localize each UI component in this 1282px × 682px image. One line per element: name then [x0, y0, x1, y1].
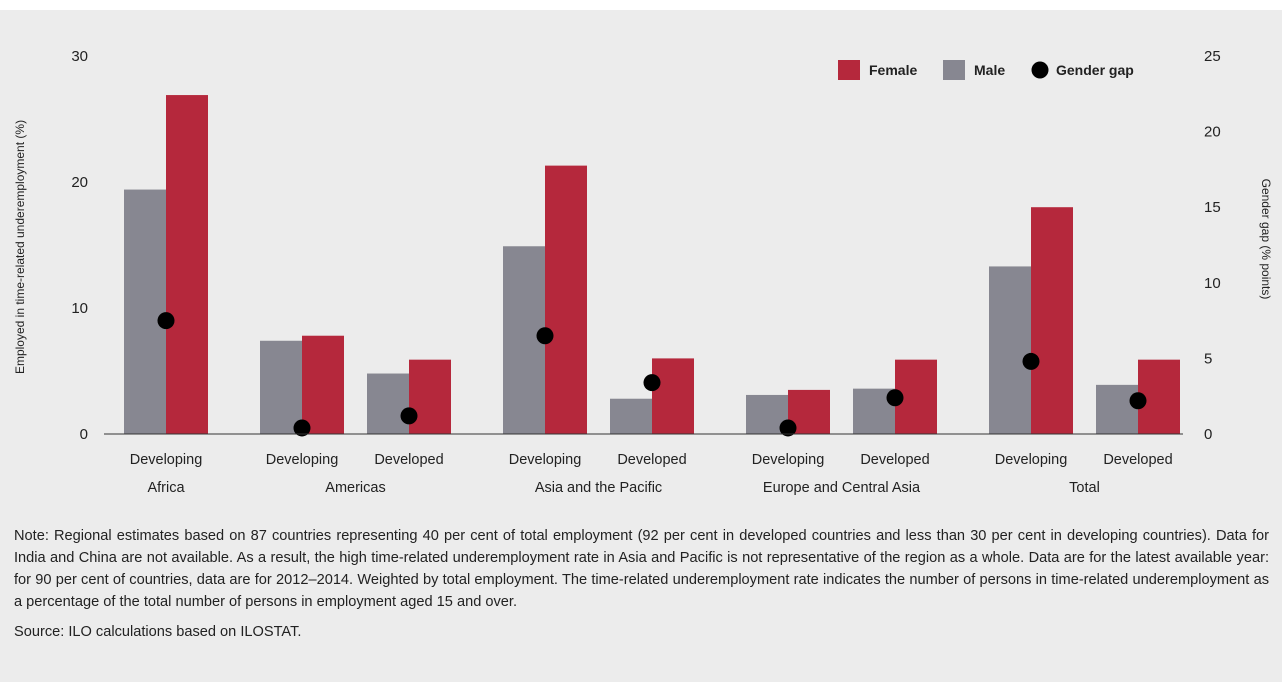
right-tick-label: 0 — [1204, 426, 1212, 443]
gender-gap-dot — [1129, 392, 1147, 410]
right-tick-label: 10 — [1204, 275, 1221, 292]
bar-female — [1031, 207, 1073, 434]
right-tick-label: 20 — [1204, 124, 1221, 141]
right-axis-title: Gender gap (% points) — [1259, 179, 1273, 300]
bar-female — [302, 335, 344, 434]
gender-gap-dot — [157, 312, 175, 330]
bar-female — [652, 358, 694, 434]
bar-male — [610, 398, 652, 434]
gender-gap-dot — [779, 419, 797, 437]
group-label: Total — [1069, 480, 1100, 496]
figure-note: Note: Regional estimates based on 87 cou… — [14, 528, 1269, 610]
category-label: Developed — [860, 452, 929, 468]
legend-label: Female — [869, 62, 917, 78]
bar-female — [409, 359, 451, 434]
gender-gap-dot — [1022, 352, 1040, 370]
left-tick-label: 20 — [71, 174, 88, 191]
gender-gap-dot — [886, 389, 904, 407]
gender-gap-dot — [643, 374, 661, 392]
legend-label: Male — [974, 62, 1005, 78]
category-label: Developing — [752, 452, 825, 468]
left-axis-title: Employed in time-related underemployment… — [13, 120, 27, 374]
group-label: Europe and Central Asia — [763, 480, 921, 496]
figure-source: Source: ILO calculations based on ILOSTA… — [14, 624, 302, 640]
right-tick-label: 25 — [1204, 48, 1221, 65]
left-tick-label: 0 — [80, 426, 88, 443]
bar-male — [260, 340, 302, 434]
category-label: Developing — [266, 452, 339, 468]
category-label: Developed — [1103, 452, 1172, 468]
legend-label: Gender gap — [1056, 62, 1134, 78]
legend-swatch-male — [943, 60, 965, 80]
group-label: Africa — [147, 480, 185, 496]
category-label: Developed — [617, 452, 686, 468]
bar-male — [367, 373, 409, 434]
category-label: Developing — [995, 452, 1068, 468]
left-tick-label: 10 — [71, 300, 88, 317]
legend-swatch-gender-gap — [1031, 61, 1049, 79]
category-label: Developing — [130, 452, 203, 468]
gender-gap-dot — [293, 419, 311, 437]
category-label: Developed — [374, 452, 443, 468]
category-label: Developing — [509, 452, 582, 468]
bar-male — [1096, 384, 1138, 434]
figure-panel: 0 10 20 30 0 5 10 15 20 25 Employed in time-relate… — [0, 10, 1282, 682]
bar-female — [166, 95, 208, 434]
legend-swatch-female — [838, 60, 860, 80]
left-tick-label: 30 — [71, 48, 88, 65]
bar-male — [124, 189, 166, 434]
right-tick-label: 15 — [1204, 199, 1221, 216]
right-tick-label: 5 — [1204, 350, 1212, 367]
group-label: Americas — [325, 480, 385, 496]
bar-male — [989, 266, 1031, 434]
group-label: Asia and the Pacific — [535, 480, 662, 496]
gender-gap-dot — [400, 407, 418, 425]
bar-chart: 0 10 20 30 0 5 10 15 20 25 Employed in time-relate… — [13, 48, 1273, 496]
gender-gap-dot — [536, 327, 554, 345]
bar-female — [545, 165, 587, 434]
